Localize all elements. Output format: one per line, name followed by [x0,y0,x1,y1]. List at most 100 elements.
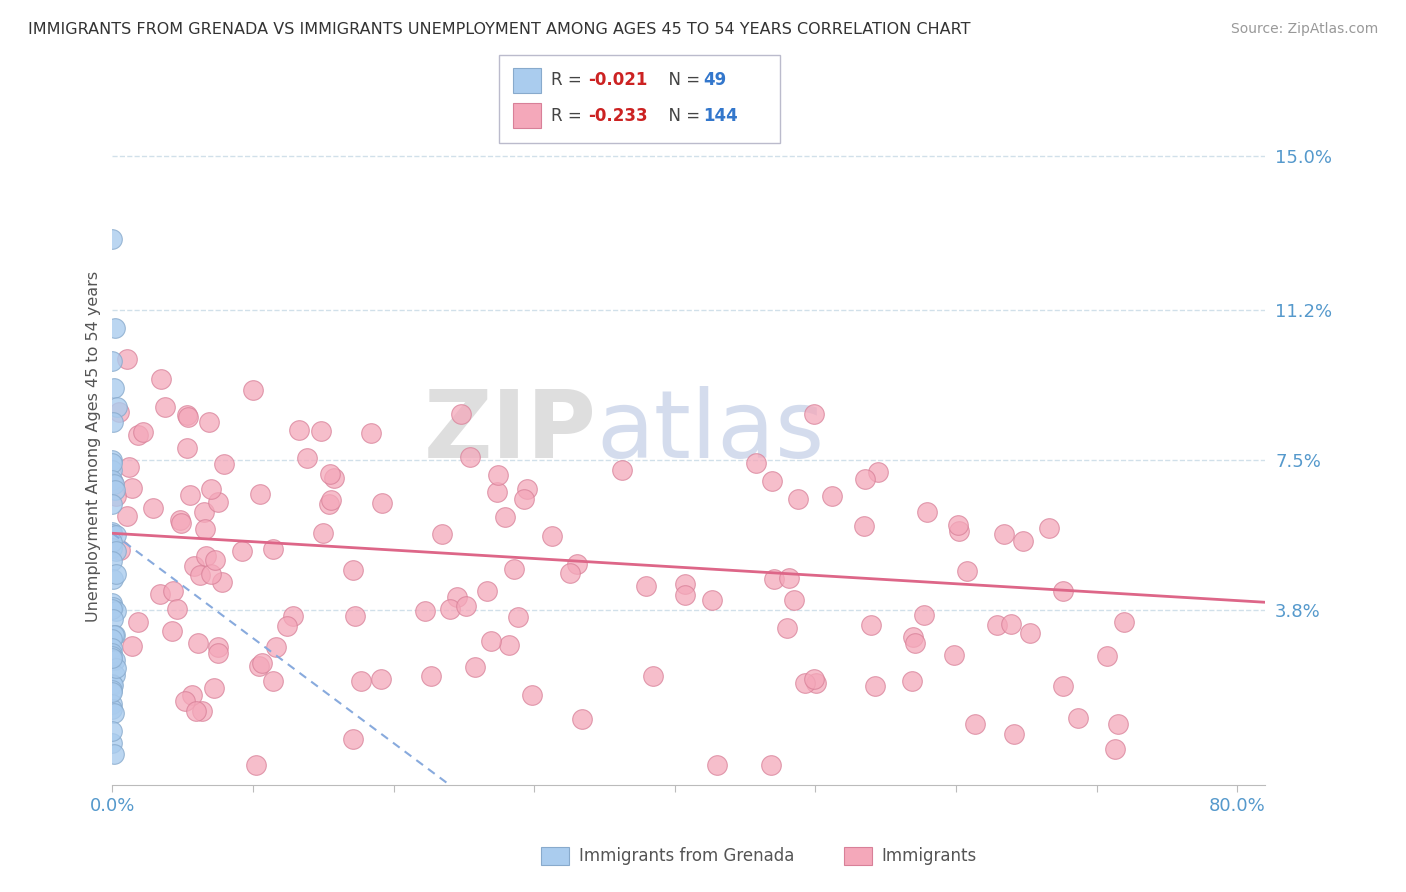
Point [166,602,188,616]
Text: IMMIGRANTS FROM GRENADA VS IMMIGRANTS UNEMPLOYMENT AMONG AGES 45 TO 54 YEARS COR: IMMIGRANTS FROM GRENADA VS IMMIGRANTS UN… [28,22,970,37]
Point [191,704,214,718]
Point [1052,679,1074,693]
Point [101,453,124,467]
Point [242,384,264,398]
Point [176,441,198,455]
Text: R =: R = [551,71,588,89]
Point [262,542,284,557]
Point [104,604,127,618]
Point [456,599,478,614]
Point [763,572,786,586]
Point [859,618,882,632]
Point [101,649,124,664]
Point [149,587,172,601]
Point [673,576,696,591]
Point [170,516,193,530]
Point [101,463,124,477]
Point [101,683,124,698]
Point [103,476,125,491]
Point [101,232,124,246]
Point [105,400,128,414]
Text: Immigrants: Immigrants [882,847,977,865]
Point [342,564,364,578]
Point [101,640,124,655]
Point [104,661,127,675]
Point [1112,615,1135,629]
Point [745,456,768,470]
Y-axis label: Unemployment Among Ages 45 to 54 years: Unemployment Among Ages 45 to 54 years [86,270,101,622]
Point [948,517,970,532]
Point [105,489,128,503]
Point [634,579,657,593]
Point [101,677,124,691]
Point [439,601,461,615]
Point [101,701,124,715]
Point [121,481,143,495]
Point [211,575,233,590]
Point [863,679,886,693]
Point [107,405,129,419]
Point [502,562,524,576]
Point [101,697,124,711]
Point [194,522,217,536]
Point [101,473,124,487]
Text: N =: N = [658,71,706,89]
Point [541,528,564,542]
Point [901,631,924,645]
Point [173,694,195,708]
Point [101,554,124,568]
Point [1095,648,1118,663]
Text: N =: N = [658,107,706,125]
Text: atlas: atlas [596,386,825,478]
Point [104,653,127,667]
Point [485,485,508,500]
Point [458,450,481,464]
Point [319,492,342,507]
Point [207,495,229,509]
Point [127,428,149,442]
Point [101,456,124,470]
Point [187,635,209,649]
Point [420,669,443,683]
Point [413,604,436,618]
Point [309,424,332,438]
Point [101,651,124,665]
Point [101,599,124,614]
Point [641,669,664,683]
Point [101,736,124,750]
Point [245,757,267,772]
Text: Immigrants from Grenada: Immigrants from Grenada [579,847,794,865]
Point [287,423,309,437]
Point [450,408,472,422]
Point [249,486,271,500]
Point [793,676,815,690]
Text: -0.021: -0.021 [588,71,647,89]
Point [512,491,534,506]
Point [283,608,305,623]
Point [149,372,172,386]
Point [1052,584,1074,599]
Point [162,624,184,639]
Point [162,584,184,599]
Point [101,646,124,660]
Point [956,564,979,578]
Point [117,508,139,523]
Point [105,544,128,558]
Point [494,510,516,524]
Point [176,409,198,424]
Point [942,648,965,662]
Point [948,524,970,539]
Point [207,640,229,654]
Point [169,513,191,527]
Point [821,489,844,503]
Text: Source: ZipAtlas.com: Source: ZipAtlas.com [1230,22,1378,37]
Point [132,425,155,439]
Point [262,674,284,689]
Point [803,407,825,421]
Point [342,732,364,747]
Point [475,583,498,598]
Point [1104,742,1126,756]
Point [776,621,799,635]
Point [127,615,149,629]
Point [186,704,208,718]
